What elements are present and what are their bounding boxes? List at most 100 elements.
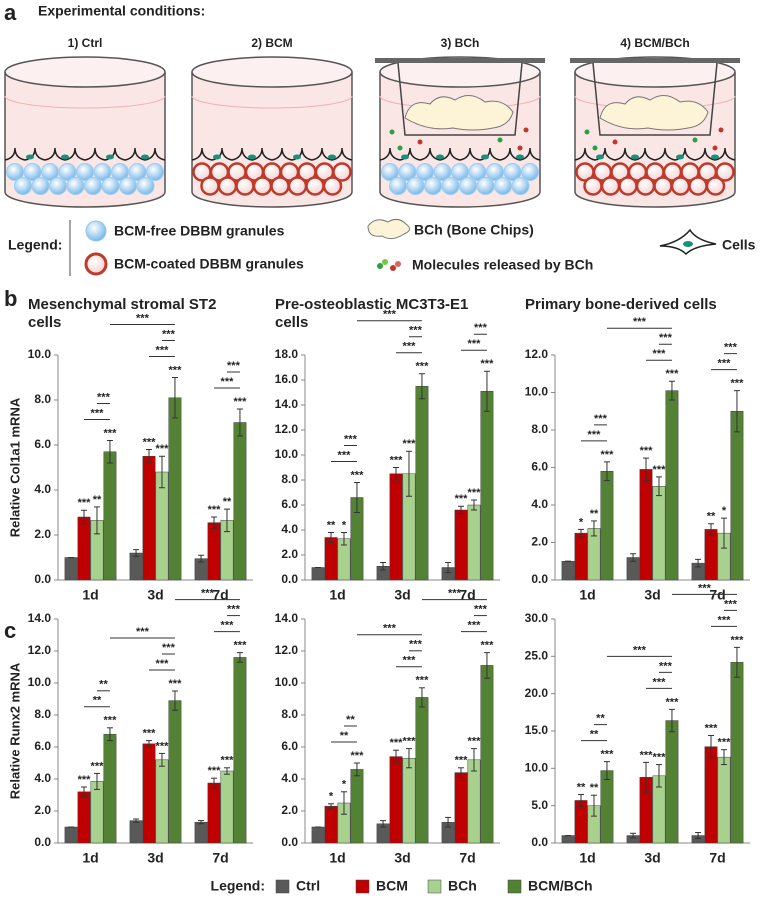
- significance-stars: ***: [169, 678, 183, 690]
- bar: [665, 390, 679, 581]
- bracket-label: ***: [653, 676, 667, 688]
- molecule: [692, 137, 698, 143]
- bar: [639, 469, 653, 581]
- legend-text: Cells: [722, 237, 756, 253]
- granule: [322, 176, 343, 196]
- x-tick-label: 7d: [212, 587, 228, 603]
- y-tick-label: 12.0: [275, 422, 299, 436]
- significance-stars: ***: [705, 722, 719, 734]
- y-tick-label: 12.0: [275, 643, 299, 657]
- insert-bar: [570, 58, 740, 63]
- y-tick-label: 6.0: [34, 739, 51, 753]
- error-bar: [643, 761, 650, 793]
- significance-stars: ***: [718, 737, 732, 749]
- error-bar: [483, 370, 490, 412]
- bar: [600, 471, 614, 581]
- bracket-label: ***: [468, 338, 482, 350]
- illustrations: [4, 56, 740, 208]
- error-bar: [708, 734, 715, 759]
- cell-nucleus: [401, 154, 409, 160]
- significance-stars: ***: [156, 740, 170, 752]
- significance-stars: ***: [221, 755, 235, 767]
- y-tick-label: 0.0: [531, 572, 548, 586]
- y-tick-label: 10.0: [28, 347, 52, 361]
- legend-label: BCh: [448, 878, 477, 894]
- y-tick-label: 20.0: [525, 686, 549, 700]
- bracket-label: ***: [201, 588, 215, 600]
- y-tick-label: 0.0: [531, 835, 548, 849]
- legend-swatch: [275, 879, 290, 894]
- y-tick-label: 18.0: [275, 347, 299, 361]
- error-bar: [211, 777, 218, 789]
- molecule: [592, 145, 598, 151]
- significance-stars: ***: [601, 749, 615, 761]
- panel-label: a: [4, 0, 17, 25]
- panel-label: c: [4, 618, 16, 643]
- error-bar: [340, 791, 347, 815]
- bar: [467, 759, 481, 844]
- bracket-label: ***: [227, 604, 241, 616]
- error-bar: [93, 772, 100, 790]
- legend-icon: [683, 241, 693, 247]
- granule: [705, 176, 726, 196]
- granule: [688, 176, 708, 196]
- y-tick-label: 2.0: [34, 527, 51, 541]
- x-tick-label: 3d: [644, 587, 660, 603]
- error-bar: [578, 528, 585, 538]
- error-bar: [695, 558, 702, 568]
- cell-nucleus: [293, 154, 301, 160]
- significance-stars: ***: [390, 454, 404, 466]
- x-tick-label: 7d: [212, 850, 228, 866]
- error-bar: [81, 786, 88, 798]
- y-tick-label: 14.0: [28, 611, 52, 625]
- bracket-label: ***: [474, 322, 488, 334]
- granule: [670, 176, 691, 196]
- y-tick-label: 2.0: [281, 803, 298, 817]
- cell-nucleus: [516, 154, 524, 160]
- y-tick-label: 2.0: [34, 803, 51, 817]
- granule: [49, 177, 67, 195]
- granule: [31, 177, 50, 195]
- granule: [252, 176, 273, 196]
- cells: [574, 147, 736, 161]
- condition-label: 1) Ctrl: [68, 36, 103, 50]
- significance-stars: ***: [653, 464, 667, 476]
- error-bar: [106, 727, 113, 742]
- error-bar: [81, 509, 88, 525]
- legend-icon: [85, 220, 107, 242]
- insert: [397, 62, 523, 136]
- condition-label: 2) BCM: [251, 36, 292, 50]
- error-bar: [405, 450, 412, 497]
- molecule: [417, 139, 423, 145]
- y-tick-label: 4.0: [281, 771, 298, 785]
- bracket-label: ***: [403, 655, 417, 667]
- x-tick-label: 7d: [709, 850, 725, 866]
- y-tick-label: 0.0: [281, 572, 298, 586]
- bar: [77, 516, 91, 581]
- significance-stars: *: [579, 516, 584, 528]
- bar: [561, 835, 575, 844]
- y-tick-label: 10.0: [275, 447, 299, 461]
- bar: [454, 772, 468, 844]
- bar: [220, 770, 234, 844]
- significance-stars: ***: [666, 696, 680, 708]
- cell-nucleus: [141, 154, 149, 160]
- error-bar: [445, 562, 452, 573]
- y-tick-label: 2.0: [531, 535, 548, 549]
- bar: [704, 746, 718, 844]
- molecule: [497, 137, 503, 143]
- granule: [653, 176, 673, 196]
- bracket-label: ***: [409, 639, 423, 651]
- bracket-label: ***: [468, 620, 482, 632]
- error-bar: [578, 793, 585, 807]
- molecule: [397, 145, 403, 151]
- error-bar: [720, 749, 727, 766]
- granule: [476, 177, 495, 195]
- error-bar: [458, 767, 465, 778]
- significance-stars: ***: [78, 774, 92, 786]
- x-tick-label: 1d: [82, 850, 98, 866]
- bracket-label: ***: [474, 604, 488, 616]
- granule: [84, 177, 102, 195]
- y-tick-label: 10.0: [525, 385, 549, 399]
